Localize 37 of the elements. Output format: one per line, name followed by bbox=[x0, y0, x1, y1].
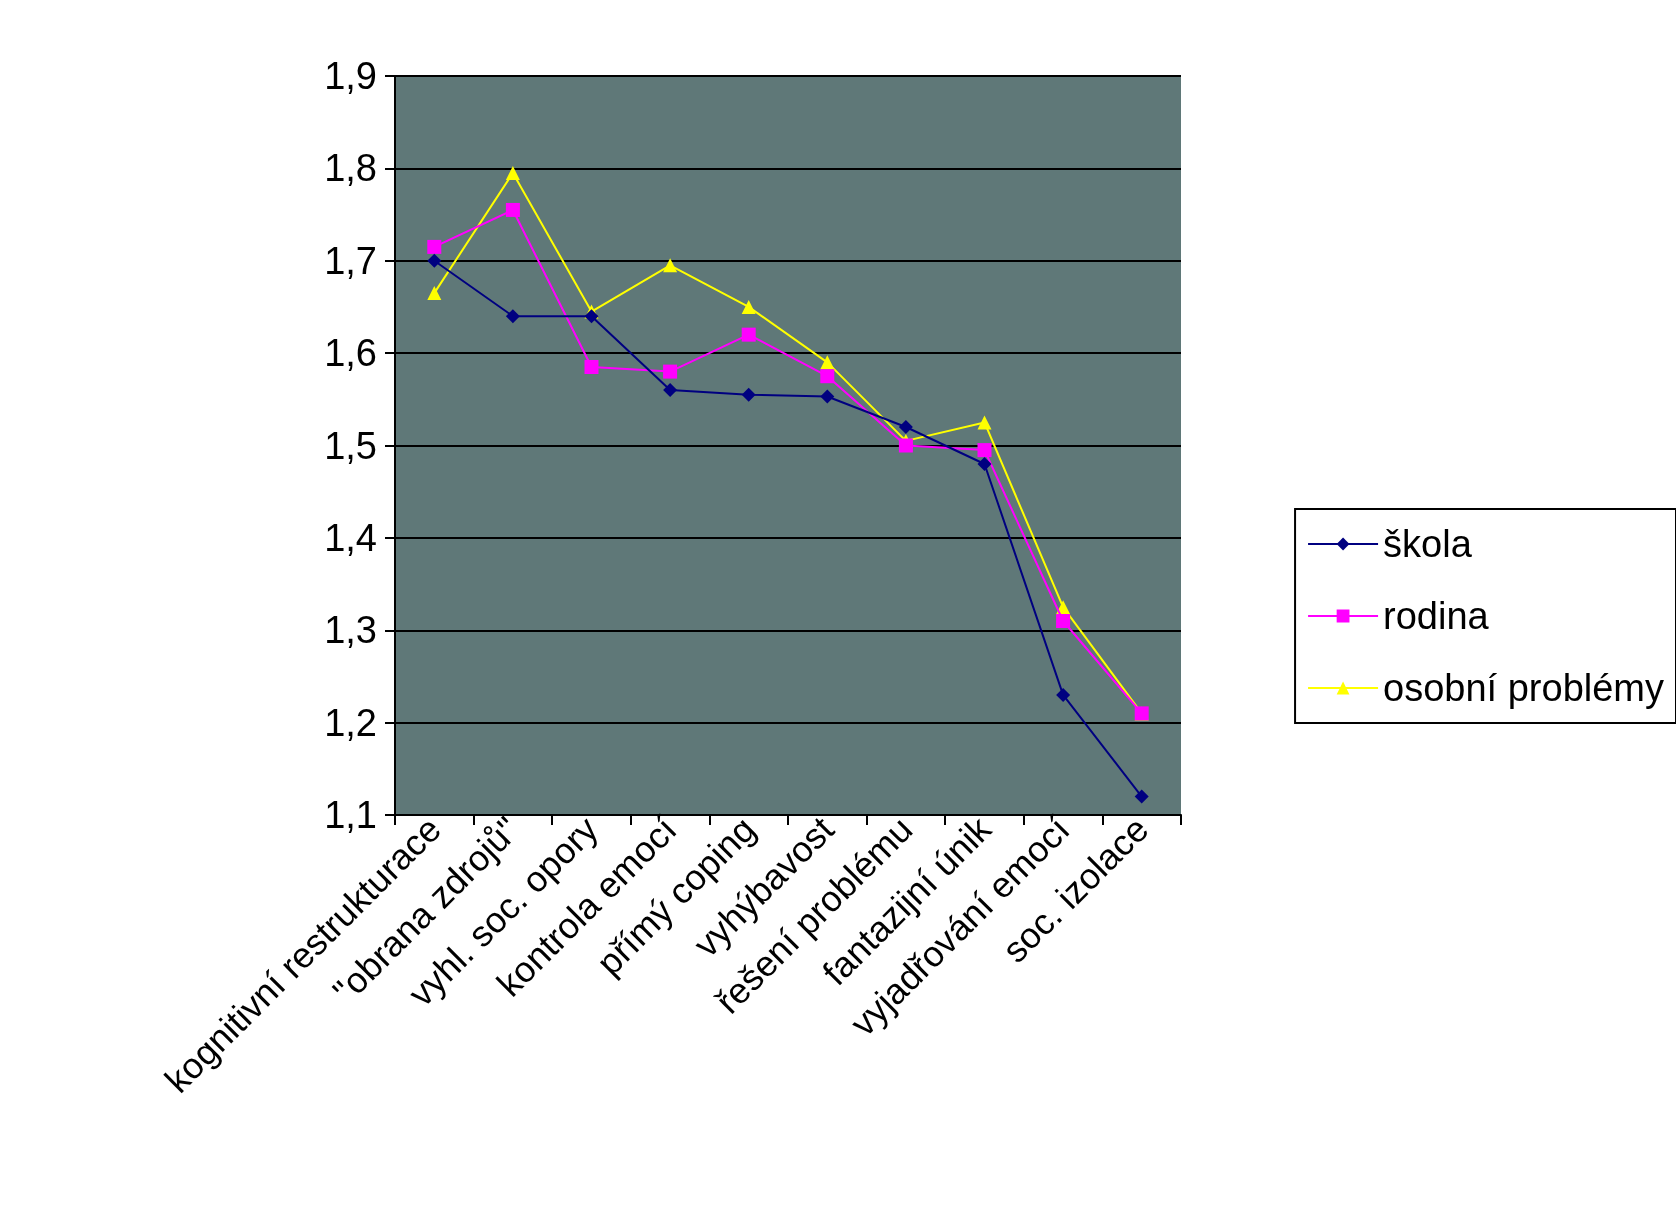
y-tick-label: 1,3 bbox=[324, 609, 377, 652]
point bbox=[505, 165, 520, 180]
legend-label: rodina bbox=[1383, 595, 1490, 637]
y-tick-label: 1,4 bbox=[324, 516, 377, 559]
legend-label: škola bbox=[1383, 523, 1473, 565]
point bbox=[820, 369, 835, 384]
point bbox=[427, 239, 442, 254]
point bbox=[898, 438, 913, 453]
point bbox=[584, 309, 599, 324]
y-tick-label: 1,5 bbox=[324, 424, 377, 467]
point bbox=[505, 202, 520, 217]
point bbox=[1056, 614, 1071, 629]
y-tick-label: 1,9 bbox=[324, 55, 377, 97]
point bbox=[505, 309, 520, 324]
point bbox=[977, 415, 992, 430]
point bbox=[820, 389, 835, 404]
point bbox=[898, 420, 913, 435]
point bbox=[663, 364, 678, 379]
point bbox=[1056, 687, 1071, 702]
point bbox=[663, 383, 678, 398]
point bbox=[741, 299, 756, 314]
point bbox=[663, 258, 678, 273]
point bbox=[427, 286, 442, 301]
point bbox=[977, 443, 992, 458]
point bbox=[584, 359, 599, 374]
point bbox=[741, 327, 756, 342]
y-tick-label: 1,2 bbox=[324, 701, 377, 744]
point bbox=[977, 456, 992, 471]
point bbox=[820, 355, 835, 370]
y-tick-label: 1,8 bbox=[324, 147, 377, 190]
point bbox=[1056, 600, 1071, 615]
y-tick-label: 1,6 bbox=[324, 332, 377, 375]
point bbox=[427, 253, 442, 268]
legend-label: osobní problémy bbox=[1383, 667, 1664, 709]
y-tick-label: 1,7 bbox=[324, 239, 377, 282]
point bbox=[1134, 789, 1149, 804]
point bbox=[741, 387, 756, 402]
